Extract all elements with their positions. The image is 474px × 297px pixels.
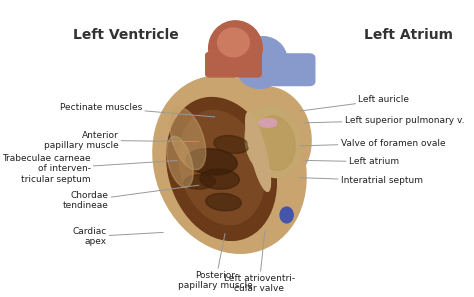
FancyBboxPatch shape xyxy=(251,54,315,86)
Text: Trabeculae carneae
of interven-
tricular septum: Trabeculae carneae of interven- tricular… xyxy=(2,154,177,184)
Ellipse shape xyxy=(170,108,206,170)
Ellipse shape xyxy=(167,136,193,187)
Text: Interatrial septum: Interatrial septum xyxy=(300,176,423,185)
Text: Cardiac
apex: Cardiac apex xyxy=(72,227,163,246)
Ellipse shape xyxy=(184,175,216,189)
Text: Left atrioventri-
cular valve: Left atrioventri- cular valve xyxy=(224,231,295,293)
Ellipse shape xyxy=(186,148,237,175)
Text: Left superior pulmonary v.: Left superior pulmonary v. xyxy=(304,116,464,124)
Ellipse shape xyxy=(259,119,277,127)
Ellipse shape xyxy=(280,207,293,223)
FancyBboxPatch shape xyxy=(206,53,261,77)
Text: Left Ventricle: Left Ventricle xyxy=(73,28,179,42)
Ellipse shape xyxy=(167,97,276,240)
Ellipse shape xyxy=(269,65,309,83)
Text: Posterior
papillary muscle: Posterior papillary muscle xyxy=(178,233,253,290)
Text: Left auricle: Left auricle xyxy=(300,95,410,111)
Ellipse shape xyxy=(206,193,241,211)
Text: Left atrium: Left atrium xyxy=(304,157,399,166)
Text: Left Atrium: Left Atrium xyxy=(364,28,453,42)
Ellipse shape xyxy=(236,37,287,89)
Text: Anterior
papillary muscle: Anterior papillary muscle xyxy=(44,130,199,150)
Ellipse shape xyxy=(153,76,306,253)
Ellipse shape xyxy=(231,87,311,185)
Ellipse shape xyxy=(179,110,264,225)
Ellipse shape xyxy=(209,21,262,75)
Text: Pectinate muscles: Pectinate muscles xyxy=(60,103,215,117)
Ellipse shape xyxy=(214,135,249,154)
Text: Valve of foramen ovale: Valve of foramen ovale xyxy=(300,139,445,148)
Ellipse shape xyxy=(218,28,249,57)
Text: Chordae
tendineae: Chordae tendineae xyxy=(63,185,199,210)
Ellipse shape xyxy=(246,112,271,191)
Ellipse shape xyxy=(200,169,239,189)
Ellipse shape xyxy=(245,106,301,178)
Ellipse shape xyxy=(255,116,295,170)
